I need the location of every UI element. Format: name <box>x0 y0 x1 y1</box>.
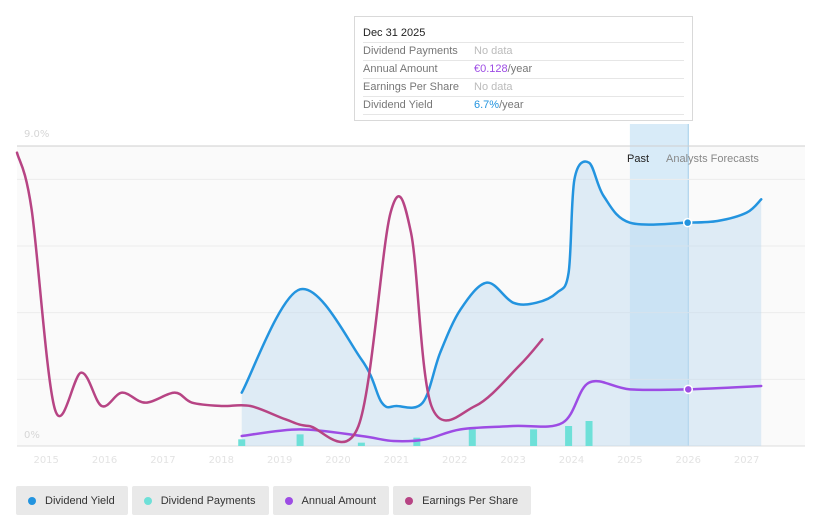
x-tick-label: 2019 <box>267 455 292 466</box>
x-tick-label: 2026 <box>676 455 701 466</box>
yield-area-fill <box>241 161 762 447</box>
payment-bar <box>468 429 476 446</box>
yield-marker <box>682 217 693 228</box>
dividend-payments-dot-icon <box>143 496 152 505</box>
tooltip-row-yield: Dividend Yield 6.7%/year <box>363 97 684 115</box>
legend-dividend-yield[interactable]: Dividend Yield <box>16 486 128 515</box>
eps-line <box>15 151 544 444</box>
legend-label: Dividend Payments <box>160 494 256 507</box>
tooltip-value: No data <box>474 45 513 57</box>
tooltip-key: Dividend Payments <box>363 45 458 57</box>
x-tick-label: 2025 <box>617 455 642 466</box>
annual-marker <box>683 384 694 395</box>
payment-bar <box>296 434 304 446</box>
x-tick-label: 2016 <box>92 455 117 466</box>
y-tick-max: 9.0% <box>24 129 49 140</box>
data-tooltip: Dec 31 2025 Dividend Payments No data An… <box>354 16 693 121</box>
legend-dividend-payments[interactable]: Dividend Payments <box>131 486 269 515</box>
x-tick-label: 2018 <box>209 455 234 466</box>
tooltip-value: 6.7% <box>474 99 500 111</box>
x-tick-label: 2023 <box>500 455 525 466</box>
y-tick-min: 0% <box>24 430 40 441</box>
payment-bar <box>357 442 365 446</box>
series-lines <box>15 151 763 444</box>
legend-earnings-per-share[interactable]: Earnings Per Share <box>393 486 532 515</box>
annual-amount-dot-icon <box>284 496 293 505</box>
payment-bar <box>530 429 538 446</box>
tooltip-value: No data <box>474 81 513 93</box>
tooltip-unit: /year <box>507 63 533 75</box>
past-label: Past <box>627 153 649 165</box>
payment-bar <box>413 437 421 446</box>
x-tick-label: 2021 <box>384 455 409 466</box>
payments-bars <box>238 421 593 446</box>
x-tick-label: 2022 <box>442 455 467 466</box>
tooltip-key: Dividend Yield <box>363 99 433 111</box>
tooltip-row-annual: Annual Amount €0.128/year <box>363 61 684 79</box>
tooltip-key: Annual Amount <box>363 63 438 75</box>
x-tick-label: 2024 <box>559 455 584 466</box>
dividend-yield-dot-icon <box>28 496 36 505</box>
dividend-chart: 2015 2016 2017 2018 2019 2020 2021 2022 2023 2024… <box>15 124 805 466</box>
tooltip-value: €0.128 <box>474 63 508 75</box>
annual-line <box>240 379 763 443</box>
payment-bar <box>585 421 593 446</box>
x-tick-label: 2027 <box>734 455 759 466</box>
chart-legend: Dividend Yield Dividend Payments Annual … <box>16 486 532 515</box>
earnings-per-share-dot-icon <box>405 496 414 505</box>
tooltip-row-eps: Earnings Per Share No data <box>363 79 684 97</box>
x-tick-label: 2020 <box>325 455 350 466</box>
tooltip-key: Earnings Per Share <box>363 81 459 93</box>
legend-label: Earnings Per Share <box>422 494 519 507</box>
tooltip-row-payments: Dividend Payments No data <box>363 43 684 61</box>
past-highlight-band <box>629 124 689 446</box>
tooltip-date: Dec 31 2025 <box>363 25 684 43</box>
legend-label: Dividend Yield <box>45 494 115 507</box>
x-axis: 2015 2016 2017 2018 2019 2020 2021 2022 2023 2024… <box>33 455 759 466</box>
payment-bar <box>238 439 246 446</box>
forecast-label: Analysts Forecasts <box>666 153 759 165</box>
x-tick-label: 2015 <box>33 455 58 466</box>
tooltip-unit: /year <box>499 99 524 111</box>
legend-label: Annual Amount <box>301 494 377 507</box>
gridlines <box>17 145 805 447</box>
x-tick-label: 2017 <box>150 455 175 466</box>
payment-bar <box>565 426 573 446</box>
legend-annual-amount[interactable]: Annual Amount <box>272 486 390 515</box>
chart-background <box>17 124 805 446</box>
yield-area <box>241 161 762 447</box>
